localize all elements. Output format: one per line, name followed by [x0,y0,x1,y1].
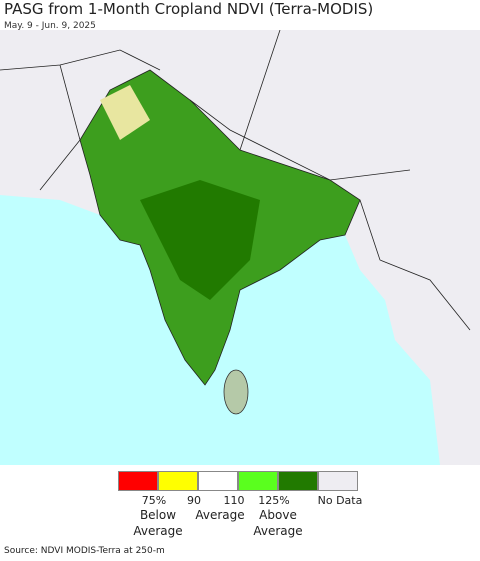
legend-tick-label: 75% [141,494,167,507]
dry-patch [100,85,150,140]
legend-swatch [238,471,278,491]
title: PASG from 1-Month Cropland NDVI (Terra-M… [4,0,374,18]
legend-tick-label: 110 [223,494,245,507]
dense-green [140,180,260,300]
legend [118,471,358,491]
sri-lanka [223,369,249,415]
subtitle: May. 9 - Jun. 9, 2025 [4,21,96,31]
legend-swatch [318,471,358,491]
legend-caption: Average [195,508,245,522]
legend-caption: Above Average [253,508,303,538]
legend-swatch [198,471,238,491]
source: Source: NDVI MODIS-Terra at 250-m [4,546,165,556]
sea [0,195,440,465]
legend-tick-label: No Data [317,494,363,507]
legend-swatch [118,471,158,491]
legend-tick-label: 125% [258,494,290,507]
borders [0,30,471,331]
map [0,30,480,465]
legend-swatch [278,471,318,491]
legend-tick-label: 90 [187,494,201,507]
legend-swatch [158,471,198,491]
legend-caption: Below Average [133,508,183,538]
